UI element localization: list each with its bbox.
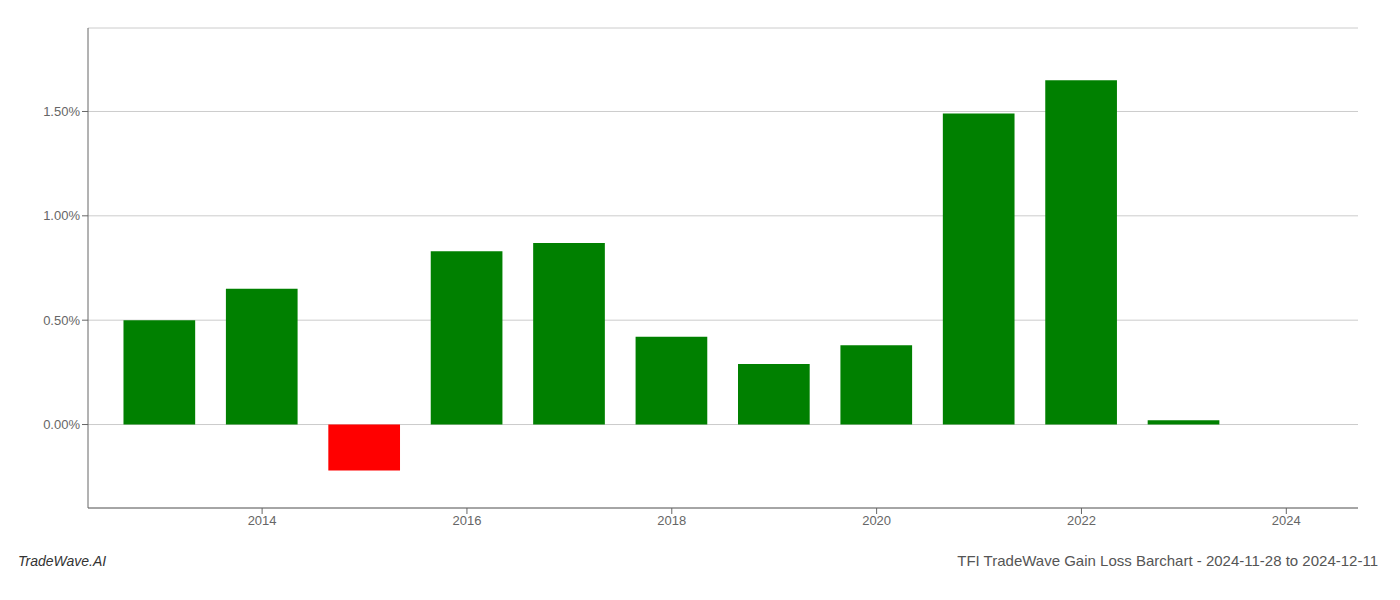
svg-text:0.00%: 0.00% [43,417,80,432]
svg-text:2016: 2016 [452,513,481,528]
svg-text:1.50%: 1.50% [43,104,80,119]
svg-text:2024: 2024 [1272,513,1301,528]
svg-text:2022: 2022 [1067,513,1096,528]
svg-text:2018: 2018 [657,513,686,528]
html-text:TFI TradeWave Gain Loss Barcha: TFI TradeWave Gain Loss Barchart - 2024-… [957,552,1378,569]
svg-text:0.50%: 0.50% [43,313,80,328]
html-text:TradeWave.AI: TradeWave.AI [18,553,107,569]
svg-text:1.00%: 1.00% [43,208,80,223]
svg-text:2020: 2020 [862,513,891,528]
svg-text:2014: 2014 [248,513,277,528]
